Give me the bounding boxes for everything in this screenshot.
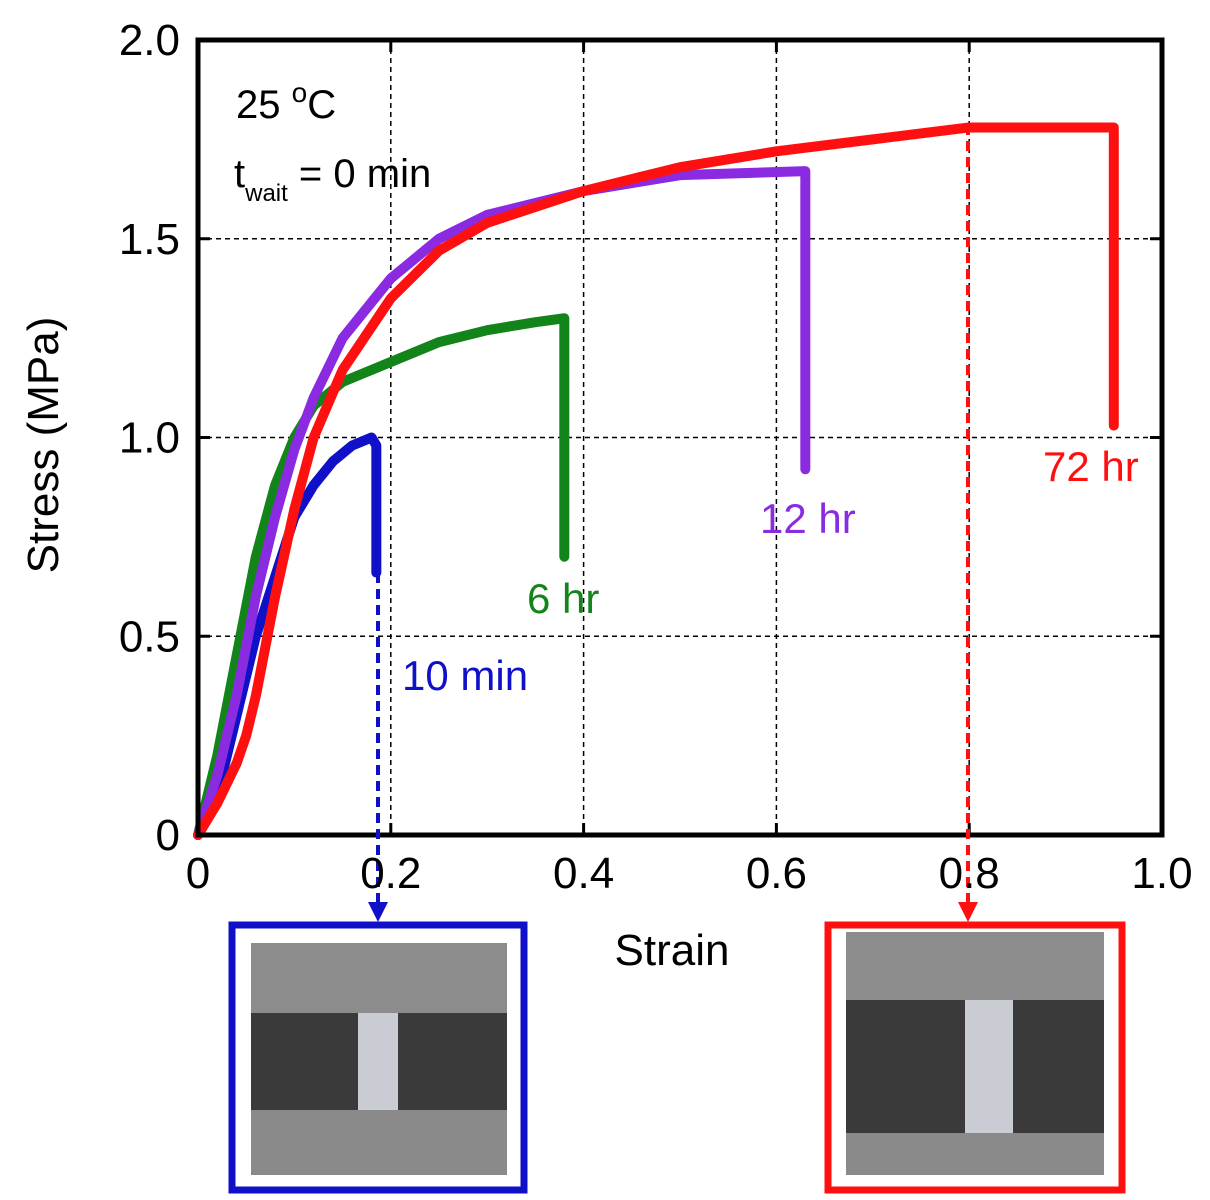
y-axis-label: Stress (MPa) xyxy=(19,317,68,574)
x-tick-label: 1.0 xyxy=(1131,849,1192,898)
x-tick-label: 0.6 xyxy=(746,849,807,898)
y-tick-label: 0.5 xyxy=(119,612,180,661)
series-line xyxy=(193,313,570,840)
x-tick-label: 0.8 xyxy=(939,849,1000,898)
inset-photo xyxy=(824,921,1126,1194)
plot-frame xyxy=(195,37,1165,838)
y-tick-label: 2.0 xyxy=(119,16,180,65)
y-tick-label: 1.5 xyxy=(119,215,180,264)
series-label: 10 min xyxy=(402,652,528,699)
series-line xyxy=(193,122,1119,840)
temperature-annotation: 25 oC xyxy=(236,77,336,127)
series-label: 72 hr xyxy=(1043,443,1139,490)
series-label: 12 hr xyxy=(760,495,856,542)
x-tick-label: 0.2 xyxy=(360,849,421,898)
series-group xyxy=(193,122,1119,840)
y-tick-label: 0 xyxy=(156,811,180,860)
x-tick-label: 0.4 xyxy=(553,849,614,898)
series-line xyxy=(193,432,382,840)
y-tick-label: 1.0 xyxy=(119,414,180,463)
wait-annotation: twait = 0 min xyxy=(234,152,431,207)
series-label: 6 hr xyxy=(527,575,599,622)
inset-photo xyxy=(228,921,528,1194)
series-line xyxy=(193,166,811,840)
x-axis-label: Strain xyxy=(615,926,730,975)
x-tick-label: 0 xyxy=(186,849,210,898)
